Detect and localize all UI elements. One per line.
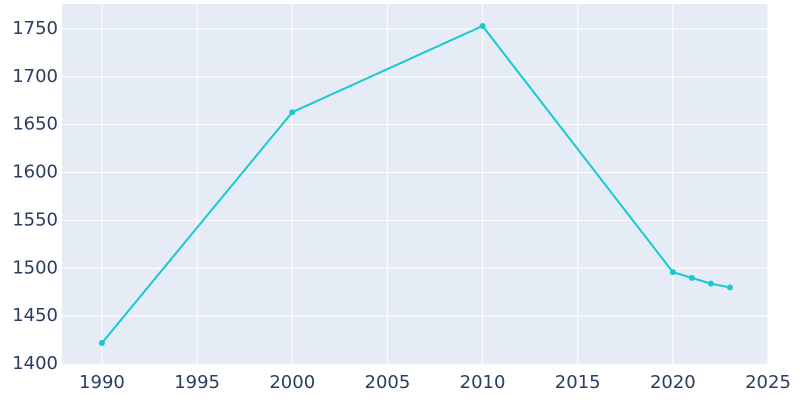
x-tick-label: 2015 bbox=[555, 372, 601, 393]
plot-area bbox=[62, 4, 768, 365]
x-tick-label: 2025 bbox=[745, 372, 791, 393]
y-tick-label: 1600 bbox=[12, 162, 58, 183]
point bbox=[726, 284, 733, 291]
y-tick-label: 1750 bbox=[12, 18, 58, 39]
y-tick-label: 1550 bbox=[12, 209, 58, 230]
point bbox=[688, 274, 695, 281]
point bbox=[98, 339, 105, 346]
x-tick-label: 1990 bbox=[79, 372, 125, 393]
point bbox=[669, 269, 676, 276]
point bbox=[289, 109, 296, 116]
x-tick-label: 2010 bbox=[460, 372, 506, 393]
x-tick-label: 2020 bbox=[650, 372, 696, 393]
x-tick-label: 1995 bbox=[174, 372, 220, 393]
y-tick-label: 1500 bbox=[12, 257, 58, 278]
y-tick-label: 1400 bbox=[12, 353, 58, 374]
y-tick-label: 1650 bbox=[12, 114, 58, 135]
y-tick-label: 1450 bbox=[12, 305, 58, 326]
y-tick-label: 1700 bbox=[12, 66, 58, 87]
x-tick-label: 2000 bbox=[269, 372, 315, 393]
x-tick-label: 2005 bbox=[365, 372, 411, 393]
point bbox=[707, 280, 714, 287]
point bbox=[479, 23, 486, 30]
